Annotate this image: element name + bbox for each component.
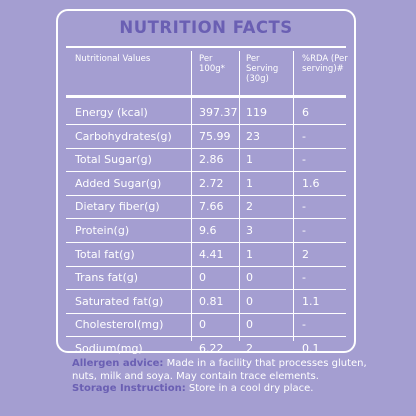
table-row: Cholesterol(mg) 0 0 - bbox=[58, 313, 354, 338]
column-divider bbox=[239, 51, 240, 341]
value-per-serving: 2 bbox=[246, 200, 253, 214]
value-rda: - bbox=[302, 318, 306, 332]
nutrient-name: Protein(g) bbox=[75, 224, 130, 237]
allergen-label: Allergen advice: bbox=[72, 358, 164, 369]
value-rda: 6 bbox=[302, 106, 309, 119]
value-per-serving: 1 bbox=[246, 153, 253, 167]
row-divider bbox=[66, 289, 346, 291]
column-divider bbox=[191, 51, 192, 341]
value-per-100g: 2.86 bbox=[199, 153, 224, 167]
value-per-serving: 0 bbox=[246, 271, 253, 285]
value-per-serving: 3 bbox=[246, 224, 253, 237]
value-per-serving: 0 bbox=[246, 294, 253, 308]
value-per-serving: 1 bbox=[246, 176, 253, 190]
nutrient-name: Carbohydrates(g) bbox=[75, 129, 172, 143]
value-per-100g: 75.99 bbox=[199, 129, 231, 143]
value-per-100g: 6.22 bbox=[199, 342, 224, 355]
nutrient-name: Total Sugar(g) bbox=[75, 153, 152, 167]
nutrition-title: NUTRITION FACTS bbox=[119, 18, 293, 37]
value-per-100g: 0.81 bbox=[199, 294, 224, 308]
value-rda: 1.1 bbox=[302, 294, 320, 308]
nutrient-name: Trans fat(g) bbox=[75, 271, 139, 285]
table-row: Protein(g) 9.6 3 - bbox=[58, 219, 354, 243]
table-row: Trans fat(g) 0 0 - bbox=[58, 266, 354, 291]
row-divider bbox=[66, 265, 346, 267]
value-per-serving: 23 bbox=[246, 129, 260, 143]
table-row: Dietary fiber(g) 7.66 2 - bbox=[58, 195, 354, 220]
value-per-serving: 119 bbox=[246, 106, 267, 119]
column-divider bbox=[293, 51, 294, 341]
value-per-100g: 0 bbox=[199, 318, 206, 332]
header-divider bbox=[66, 95, 346, 98]
header-nutritional-values: Nutritional Values bbox=[75, 54, 151, 64]
allergen-text: Made in a facility that processes gluten… bbox=[72, 358, 367, 382]
table-header: Nutritional Values Per 100g* Per Serving… bbox=[58, 51, 354, 95]
allergen-advice: Allergen advice: Made in a facility that… bbox=[72, 358, 382, 383]
value-rda: - bbox=[302, 129, 306, 143]
storage-instruction: Storage Instruction: Store in a cool dry… bbox=[72, 383, 382, 396]
title-divider bbox=[66, 46, 346, 48]
header-per-serving: Per Serving (30g) bbox=[246, 54, 279, 84]
value-per-100g: 9.6 bbox=[199, 224, 217, 237]
table-row: Total fat(g) 4.41 1 2 bbox=[58, 243, 354, 267]
nutrient-name: Energy (kcal) bbox=[75, 106, 148, 119]
nutrient-name: Dietary fiber(g) bbox=[75, 200, 160, 214]
table-row: Added Sugar(g) 2.72 1 1.6 bbox=[58, 172, 354, 196]
value-per-serving: 2 bbox=[246, 342, 253, 355]
value-per-100g: 0 bbox=[199, 271, 206, 285]
storage-label: Storage Instruction: bbox=[72, 383, 186, 394]
value-per-serving: 0 bbox=[246, 318, 253, 332]
nutrition-facts-panel: NUTRITION FACTS Nutritional Values Per 1… bbox=[56, 9, 356, 355]
row-divider bbox=[66, 124, 346, 125]
header-rda: %RDA (Per serving)# bbox=[302, 54, 348, 74]
row-divider bbox=[66, 312, 346, 314]
value-rda: 1.6 bbox=[302, 176, 320, 190]
value-rda: - bbox=[302, 271, 306, 285]
table-row: Saturated fat(g) 0.81 0 1.1 bbox=[58, 290, 354, 314]
table-row: Energy (kcal) 397.37 119 6 bbox=[58, 101, 354, 125]
row-divider bbox=[66, 171, 346, 173]
row-divider bbox=[66, 147, 346, 149]
value-rda: - bbox=[302, 153, 306, 167]
row-divider bbox=[66, 336, 346, 338]
value-per-100g: 397.37 bbox=[199, 106, 238, 119]
header-per-100g: Per 100g* bbox=[199, 54, 225, 74]
value-rda: 2 bbox=[302, 247, 309, 261]
value-per-100g: 4.41 bbox=[199, 247, 224, 261]
nutrient-name: Added Sugar(g) bbox=[75, 176, 162, 190]
nutrient-name: Cholesterol(mg) bbox=[75, 318, 164, 332]
nutrient-name: Saturated fat(g) bbox=[75, 294, 164, 308]
table-row: Total Sugar(g) 2.86 1 - bbox=[58, 148, 354, 173]
table-row: Sodium(mg) 6.22 2 0.1 bbox=[58, 337, 354, 360]
value-per-100g: 2.72 bbox=[199, 176, 224, 190]
nutrient-name: Sodium(mg) bbox=[75, 342, 143, 355]
row-divider bbox=[66, 242, 346, 243]
value-rda: - bbox=[302, 200, 306, 214]
row-divider bbox=[66, 194, 346, 196]
nutrient-name: Total fat(g) bbox=[75, 247, 135, 261]
value-rda: 0.1 bbox=[302, 342, 320, 355]
table-row: Carbohydrates(g) 75.99 23 - bbox=[58, 125, 354, 149]
value-per-100g: 7.66 bbox=[199, 200, 224, 214]
value-per-serving: 1 bbox=[246, 247, 253, 261]
footer-notes: Allergen advice: Made in a facility that… bbox=[72, 358, 382, 396]
value-rda: - bbox=[302, 224, 306, 237]
storage-text: Store in a cool dry place. bbox=[188, 383, 314, 394]
row-divider bbox=[66, 218, 346, 220]
